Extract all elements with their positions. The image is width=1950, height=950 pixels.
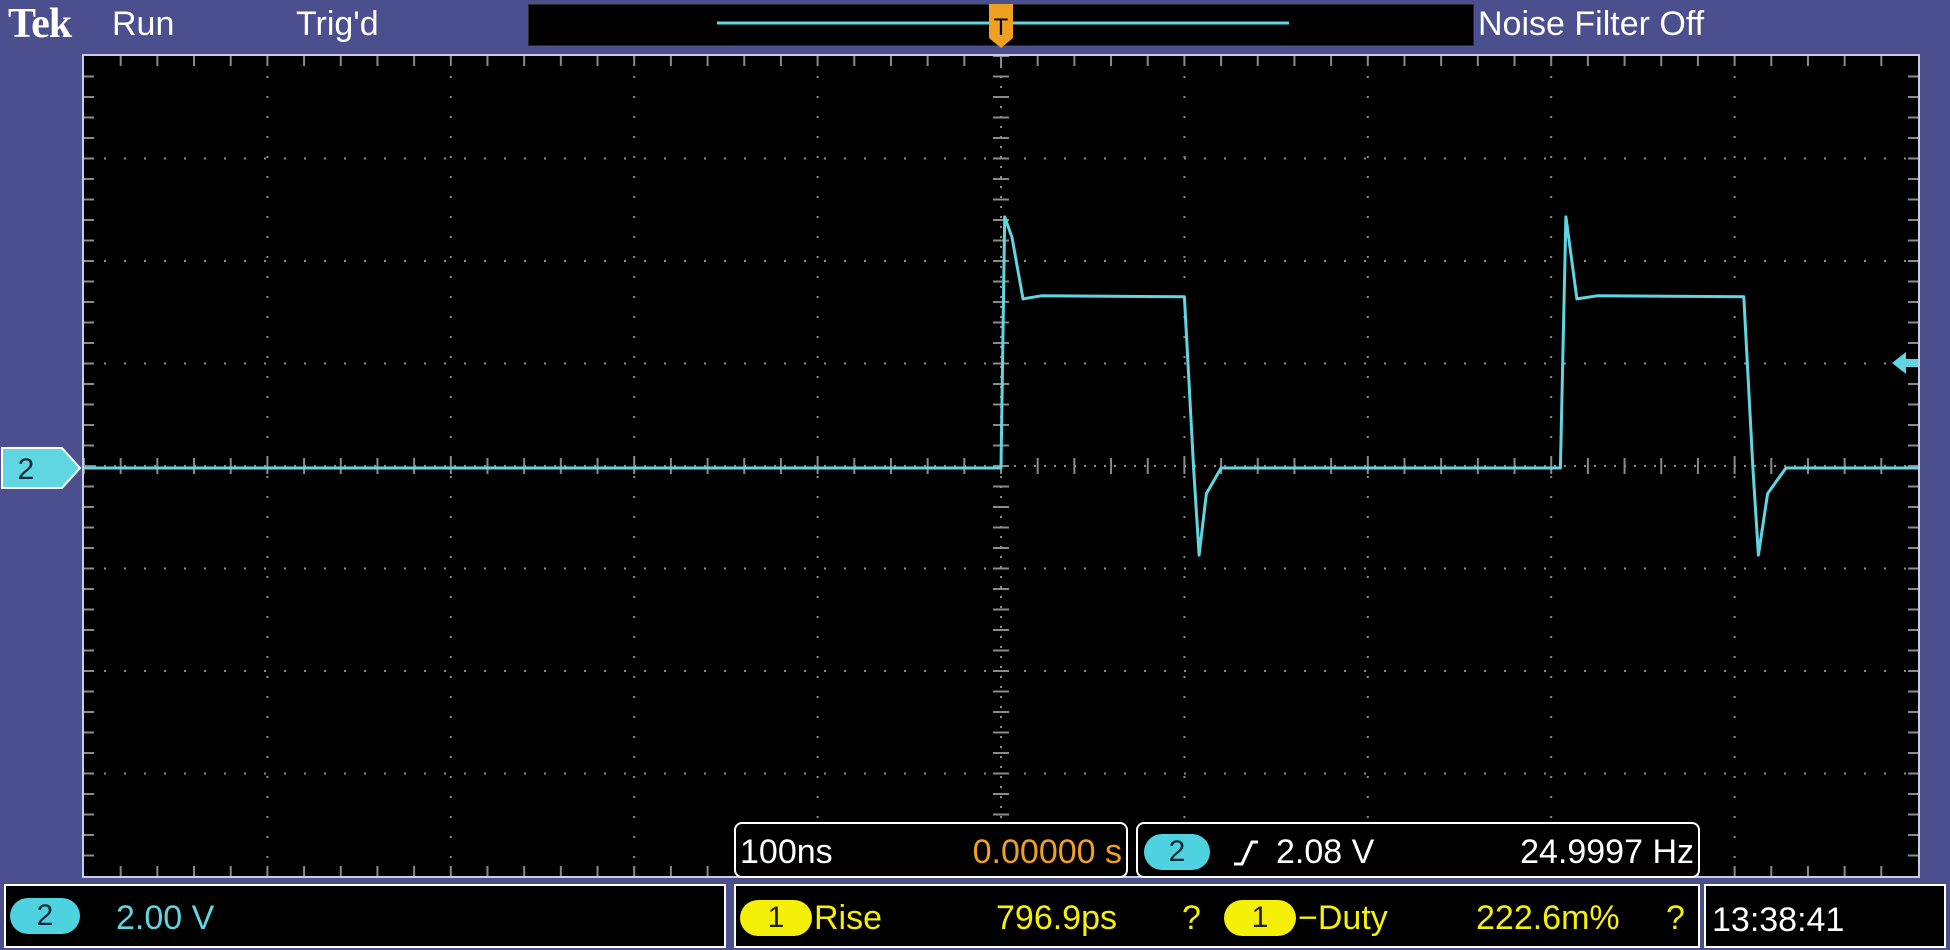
trigger-readout[interactable]: 2 2.08 V 24.9997 Hz [1136, 822, 1700, 878]
trigger-status: Trig'd [296, 4, 379, 44]
noise-filter-status: Noise Filter Off [1478, 4, 1704, 44]
measurement-2-name: −Duty [1298, 898, 1388, 938]
time-scale: 100ns [740, 832, 833, 872]
measurement-2-flag: ? [1666, 898, 1685, 938]
channel-marker-label: 2 [18, 453, 35, 486]
timebase-readout[interactable]: 100ns 0.00000 s [734, 822, 1128, 878]
waveform-display[interactable] [82, 54, 1920, 878]
measurement-1-name: Rise [814, 898, 882, 938]
graticule-and-trace [84, 56, 1918, 876]
clock-time: 13:38:41 [1712, 900, 1844, 940]
channel-badge: 2 [10, 898, 80, 934]
measurement-1-source-badge: 1 [740, 900, 812, 936]
acquisition-run-status: Run [112, 4, 174, 44]
channel-2-ground-marker[interactable]: 2 [0, 446, 82, 490]
horizontal-position: 0.00000 s [973, 832, 1122, 872]
trigger-level: 2.08 V [1276, 832, 1374, 872]
channel-scale-readout[interactable]: 2 2.00 V [4, 884, 726, 948]
measurements-readout[interactable]: 1 Rise 796.9ps ? 1 −Duty 222.6m% ? [734, 884, 1700, 948]
rising-edge-icon [1232, 838, 1258, 866]
measurement-1-value: 796.9ps [996, 898, 1117, 938]
measurement-2-value: 222.6m% [1476, 898, 1620, 938]
svg-text:T: T [994, 14, 1009, 41]
measurement-2-source-badge: 1 [1224, 900, 1296, 936]
vertical-scale: 2.00 V [116, 898, 214, 938]
brand-logo: Tek [8, 2, 71, 46]
clock-readout: 13:38:41 [1704, 884, 1946, 948]
trigger-source-badge: 2 [1144, 834, 1210, 870]
trigger-frequency: 24.9997 Hz [1520, 832, 1694, 872]
measurement-1-flag: ? [1182, 898, 1201, 938]
trigger-level-arrow-icon [1890, 348, 1920, 378]
